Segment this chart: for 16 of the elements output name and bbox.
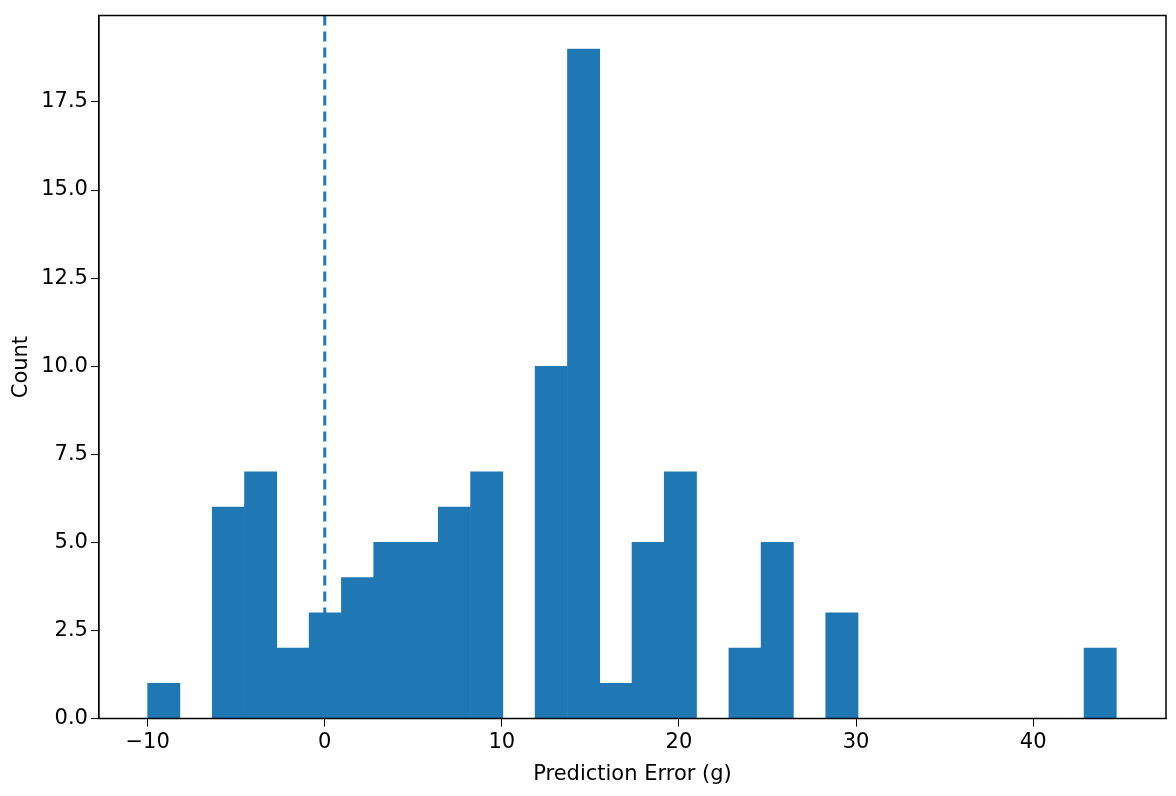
x-tick-label: 10 bbox=[488, 728, 516, 753]
y-tick-label: 15.0 bbox=[41, 176, 88, 201]
y-tick-label: 2.5 bbox=[54, 616, 88, 641]
y-tick-label: 12.5 bbox=[41, 264, 88, 289]
x-tick-label: 0 bbox=[318, 728, 332, 753]
y-tick-label: 7.5 bbox=[54, 440, 88, 465]
x-tick-label: 40 bbox=[1019, 728, 1047, 753]
y-tick-label: 10.0 bbox=[41, 352, 88, 377]
x-tick-label: −10 bbox=[125, 728, 170, 753]
x-tick-label: 20 bbox=[665, 728, 693, 753]
x-axis-title: Prediction Error (g) bbox=[533, 760, 732, 785]
x-tick-label: 30 bbox=[842, 728, 870, 753]
y-tick-label: 0.0 bbox=[54, 705, 88, 730]
y-axis-title: Count bbox=[8, 335, 33, 399]
y-tick-label: 17.5 bbox=[41, 88, 88, 113]
y-tick-label: 5.0 bbox=[54, 528, 88, 553]
